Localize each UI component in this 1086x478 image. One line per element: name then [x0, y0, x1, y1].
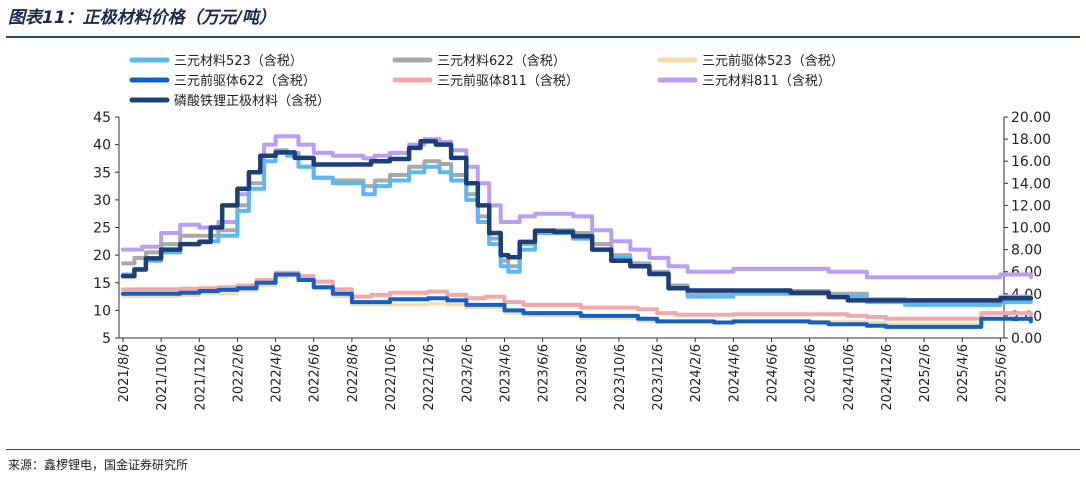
x-tick-label: 2024/10/6: [842, 344, 857, 411]
series-line: [121, 270, 1033, 321]
right-tick-label: 0.00: [1011, 331, 1042, 347]
x-tick-label: 2022/4/6: [270, 344, 285, 402]
x-tick-label: 2023/8/6: [575, 344, 590, 402]
right-tick-label: 18.00: [1011, 132, 1051, 148]
chart-title: 图表11：正极材料价格（万元/吨）: [8, 8, 276, 28]
x-tick-label: 2025/6/6: [994, 344, 1009, 402]
left-axis: 5 10 15 20 25 30 35 40 45: [93, 110, 120, 347]
x-tick-label: 2021/8/6: [117, 344, 132, 402]
x-tick-label: 2022/10/6: [384, 344, 399, 411]
left-tick-label: 20: [93, 248, 111, 264]
x-tick-label: 2023/10/6: [613, 344, 628, 411]
legend-label: 三元材料811（含税）: [702, 73, 831, 89]
right-tick-label: 20.00: [1011, 110, 1051, 126]
legend-label: 三元前驱体523（含税）: [702, 53, 844, 69]
x-tick-label: 2025/4/6: [956, 344, 971, 402]
series-line: [121, 150, 1033, 307]
left-tick-label: 40: [93, 138, 111, 154]
right-tick-label: 16.00: [1011, 154, 1051, 170]
x-tick-label: 2025/2/6: [918, 344, 933, 402]
legend-label: 三元材料523（含税）: [174, 53, 303, 69]
series-lines: [120, 134, 1034, 329]
bottom-rule: [6, 449, 1080, 450]
x-tick-label: 2024/8/6: [804, 344, 819, 402]
x-tick-label: 2022/12/6: [422, 344, 437, 411]
series-line: [121, 272, 1033, 329]
x-axis: 2021/8/6 2021/10/6 2021/12/6 2022/2/6 2022/4…: [117, 337, 1009, 411]
left-tick-label: 15: [93, 276, 111, 292]
x-tick-label: 2022/6/6: [308, 344, 323, 402]
x-tick-label: 2024/6/6: [765, 344, 780, 402]
x-tick-label: 2024/12/6: [880, 344, 895, 411]
x-tick-label: 2022/8/6: [346, 344, 361, 402]
left-tick-label: 35: [93, 165, 111, 181]
chart-svg: 三元材料523（含税） 三元材料622（含税） 三元前驱体523（含税） 三元前驱体6…: [93, 53, 1051, 411]
x-tick-label: 2021/10/6: [155, 344, 170, 411]
series-line: [120, 139, 1034, 303]
legend-label: 三元材料622（含税）: [437, 53, 566, 69]
x-tick-label: 2024/2/6: [689, 344, 704, 402]
right-tick-label: 14.00: [1011, 176, 1051, 192]
left-tick-label: 5: [102, 331, 111, 347]
x-tick-label: 2023/12/6: [651, 344, 666, 411]
right-tick-label: 12.00: [1011, 198, 1051, 214]
x-tick-label: 2023/6/6: [537, 344, 552, 402]
legend: 三元材料523（含税） 三元材料622（含税） 三元前驱体523（含税） 三元前驱体6…: [129, 53, 844, 109]
left-tick-label: 10: [93, 303, 111, 319]
source-note: 来源：鑫椤锂电，国金证券研究所: [8, 458, 189, 472]
x-tick-label: 2023/4/6: [498, 344, 513, 402]
left-tick-label: 25: [93, 221, 111, 237]
left-tick-label: 45: [93, 110, 111, 126]
right-tick-label: 8.00: [1011, 243, 1042, 259]
x-tick-label: 2021/12/6: [193, 344, 208, 411]
x-tick-label: 2023/2/6: [460, 344, 475, 402]
legend-label: 磷酸铁锂正极材料（含税）: [174, 93, 330, 109]
legend-label: 三元前驱体622（含税）: [174, 73, 316, 89]
x-tick-label: 2024/4/6: [727, 344, 742, 402]
legend-label: 三元前驱体811（含税）: [437, 73, 579, 89]
right-tick-label: 10.00: [1011, 221, 1051, 237]
top-rule: [6, 36, 1080, 38]
left-tick-label: 30: [93, 193, 111, 209]
x-tick-label: 2022/2/6: [231, 344, 246, 402]
